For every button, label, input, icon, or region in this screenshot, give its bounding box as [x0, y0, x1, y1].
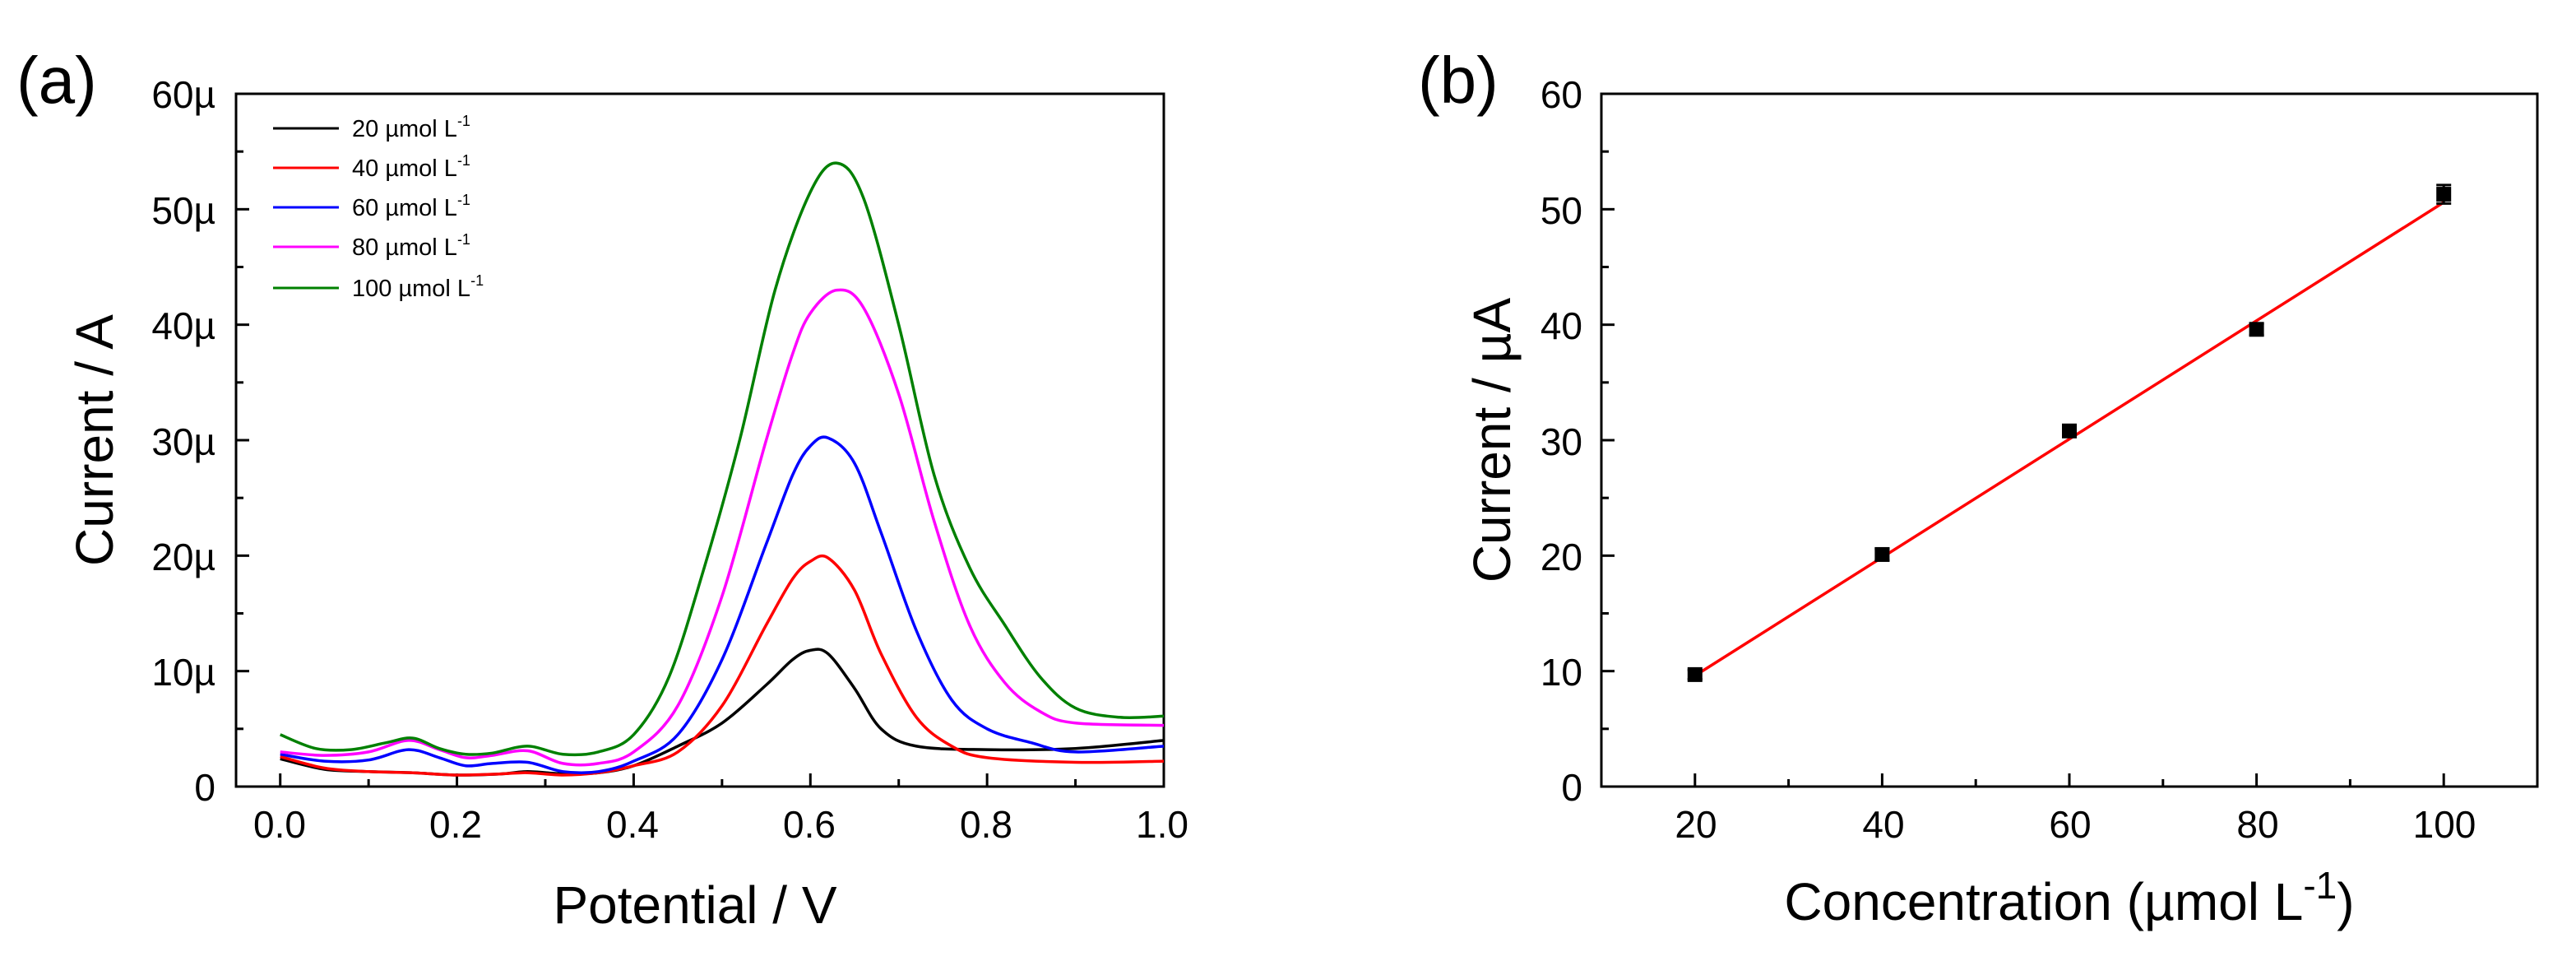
series-line-2: [280, 435, 1165, 775]
y-tick-label-b: 60: [1541, 73, 1582, 116]
legend-label: 100 µmol L-1: [352, 272, 484, 302]
series-line-3: [280, 288, 1165, 767]
data-point: [1687, 666, 1703, 682]
x-tick-label-a: 0.0: [253, 803, 306, 846]
y-tick-label-b: 20: [1541, 536, 1582, 578]
series-line-1: [280, 554, 1165, 777]
data-point: [2436, 187, 2452, 202]
x-tick-label-a: 0.8: [960, 803, 1012, 846]
x-tick-label-b: 80: [2236, 803, 2278, 846]
y-axis-a-tick-labels: 0 10µ 20µ 30µ 40µ 50µ 60µ: [151, 73, 215, 809]
legend-item: 60 µmol L-1: [273, 192, 470, 221]
x-tick-label-b: 20: [1675, 803, 1717, 846]
legend-label: 80 µmol L-1: [352, 231, 470, 261]
x-axis-a-tick-labels: 0.0 0.2 0.4 0.6 0.8 1.0: [253, 803, 1188, 846]
x-tick-label-b: 40: [1862, 803, 1904, 846]
legend-label: 40 µmol L-1: [352, 152, 470, 182]
y-tick-label-a: 40µ: [151, 304, 215, 347]
x-tick-label-a: 0.6: [783, 803, 836, 846]
panel-b: (b) 0 10 20 30 40 50 60 20 40 60 80 100 …: [1418, 44, 2539, 931]
data-point: [2249, 322, 2264, 337]
y-tick-label-b: 40: [1541, 304, 1582, 347]
y-tick-label-a: 50µ: [151, 189, 215, 232]
y-axis-b-title: Current / µA: [1462, 298, 1522, 583]
y-tick-label-b: 0: [1561, 766, 1582, 809]
y-tick-label-a: 20µ: [151, 536, 215, 578]
series-line-4: [280, 161, 1165, 757]
legend-item: 20 µmol L-1: [273, 113, 470, 142]
legend-label: 60 µmol L-1: [352, 192, 470, 221]
legend-item: 100 µmol L-1: [273, 272, 484, 302]
panel-a: (a) 0 10µ 20µ 30µ 40µ 50µ 60µ 0.0 0.2 0.…: [16, 44, 1188, 935]
fit-line-b: [1693, 201, 2445, 677]
y-tick-label-b: 30: [1541, 420, 1582, 463]
data-point: [2062, 423, 2077, 439]
x-tick-label-a: 0.4: [606, 803, 659, 846]
y-axis-a-ticks: [236, 92, 249, 788]
x-axis-b-ticks: [1600, 773, 2539, 787]
legend-item: 80 µmol L-1: [273, 231, 470, 261]
data-points-b: [1687, 183, 2452, 682]
y-tick-label-a: 30µ: [151, 420, 215, 463]
y-tick-label-b: 50: [1541, 189, 1582, 232]
y-axis-b-ticks: [1601, 92, 1615, 788]
fit-line: [1693, 201, 2445, 677]
x-tick-label-a: 0.2: [429, 803, 482, 846]
panel-a-label: (a): [16, 44, 97, 117]
x-axis-a-ticks: [279, 773, 1165, 787]
x-axis-b-title: Concentration (µmol L-1): [1784, 864, 2354, 931]
x-tick-label-b: 100: [2413, 803, 2476, 846]
legend-a: 20 µmol L-1 40 µmol L-1 60 µmol L-1 80 µ…: [273, 113, 484, 302]
y-axis-b-tick-labels: 0 10 20 30 40 50 60: [1541, 73, 1582, 809]
x-tick-label-a: 1.0: [1136, 803, 1188, 846]
data-point: [1874, 546, 1890, 562]
y-axis-a-title: Current / A: [65, 314, 124, 566]
x-axis-b-tick-labels: 20 40 60 80 100: [1675, 803, 2476, 846]
series-lines-a: [280, 161, 1165, 777]
legend-item: 40 µmol L-1: [273, 152, 470, 182]
y-tick-label-a: 60µ: [151, 73, 215, 116]
y-tick-label-b: 10: [1541, 651, 1582, 694]
series-line-0: [280, 648, 1165, 777]
legend-label: 20 µmol L-1: [352, 113, 470, 142]
x-tick-label-b: 60: [2049, 803, 2091, 846]
y-tick-label-a: 0: [194, 766, 215, 809]
y-tick-label-a: 10µ: [151, 651, 215, 694]
panel-b-label: (b): [1418, 44, 1499, 117]
x-axis-a-title: Potential / V: [553, 875, 836, 935]
